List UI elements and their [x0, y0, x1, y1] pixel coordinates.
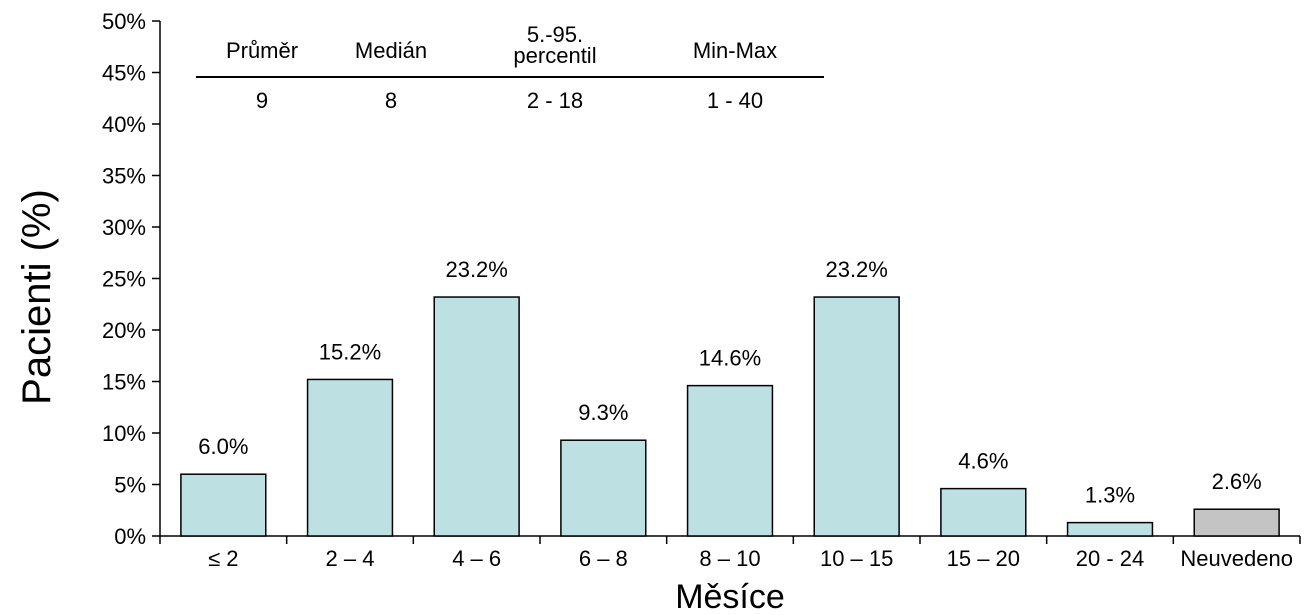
- y-tick-label: 20%: [102, 318, 146, 343]
- bar: [306, 378, 394, 537]
- stats-header-percentil-line2: percentil: [513, 43, 596, 68]
- bar: [180, 473, 267, 537]
- bar: [1193, 508, 1280, 537]
- x-tick-label: 8 – 10: [699, 546, 760, 571]
- stats-header-minmax: Min-Max: [693, 38, 777, 63]
- x-ticks: [159, 536, 1301, 544]
- stats-value-percentil: 2 - 18: [527, 88, 583, 113]
- x-tick-label: 20 - 24: [1076, 546, 1145, 571]
- y-tick-label: 0%: [114, 524, 146, 549]
- bar-value-label: 6.0%: [198, 434, 248, 459]
- stats-value-median: 8: [385, 88, 397, 113]
- bar-value-label: 1.3%: [1085, 483, 1135, 508]
- y-tick-label: 10%: [102, 421, 146, 446]
- stats-header-median: Medián: [355, 38, 427, 63]
- x-tick-label: 4 – 6: [452, 546, 501, 571]
- x-axis-title: Měsíce: [675, 578, 785, 615]
- stats-value-prumer: 9: [256, 88, 268, 113]
- x-tick-label: 15 – 20: [947, 546, 1020, 571]
- bar: [560, 439, 647, 537]
- x-tick-label: 10 – 15: [820, 546, 893, 571]
- x-tick-label: Neuvedeno: [1180, 546, 1293, 571]
- x-tick-label: ≤ 2: [208, 546, 238, 571]
- category-labels: ≤ 2 2 – 4 4 – 6 6 – 8 8 – 10 10 – 15 15 – 20 20…: [208, 546, 1293, 571]
- stats-header-prumer: Průměr: [226, 38, 298, 63]
- bar-value-label: 23.2%: [825, 257, 887, 282]
- y-tick-label: 15%: [102, 370, 146, 395]
- bar: [686, 384, 774, 537]
- y-tick-label: 30%: [102, 215, 146, 240]
- bar-value-label: 15.2%: [319, 339, 381, 364]
- bar-value-label: 14.6%: [699, 346, 761, 371]
- y-axis-title: Pacienti (%): [15, 189, 59, 405]
- bar-value-label: 9.3%: [578, 400, 628, 425]
- stats-table: Průměr Medián 5.-95. percentil Min-Max 9…: [196, 22, 824, 113]
- x-tick-label: 2 – 4: [326, 546, 375, 571]
- y-ticks: 0% 5% 10% 15% 20% 25% 30% 35% 40% 45% 50%: [102, 9, 160, 549]
- y-tick-label: 45%: [102, 61, 146, 86]
- y-tick-label: 5%: [114, 473, 146, 498]
- stats-header-percentil-line1: 5.-95.: [527, 22, 583, 47]
- y-tick-label: 25%: [102, 267, 146, 292]
- x-tick-label: 6 – 8: [579, 546, 628, 571]
- bars: [180, 296, 1280, 537]
- y-tick-label: 50%: [102, 9, 146, 34]
- bar: [1066, 521, 1154, 537]
- bar-value-label: 4.6%: [958, 449, 1008, 474]
- y-tick-label: 35%: [102, 164, 146, 189]
- value-labels: 6.0% 15.2% 23.2% 9.3% 14.6% 23.2% 4.6% 1.3% 2.6%: [198, 257, 1261, 508]
- bar-value-label: 2.6%: [1212, 469, 1262, 494]
- bar: [940, 487, 1027, 537]
- bar: [813, 296, 900, 537]
- bar-value-label: 23.2%: [445, 257, 507, 282]
- bar: [433, 296, 520, 537]
- y-tick-label: 40%: [102, 112, 146, 137]
- stats-value-minmax: 1 - 40: [707, 88, 763, 113]
